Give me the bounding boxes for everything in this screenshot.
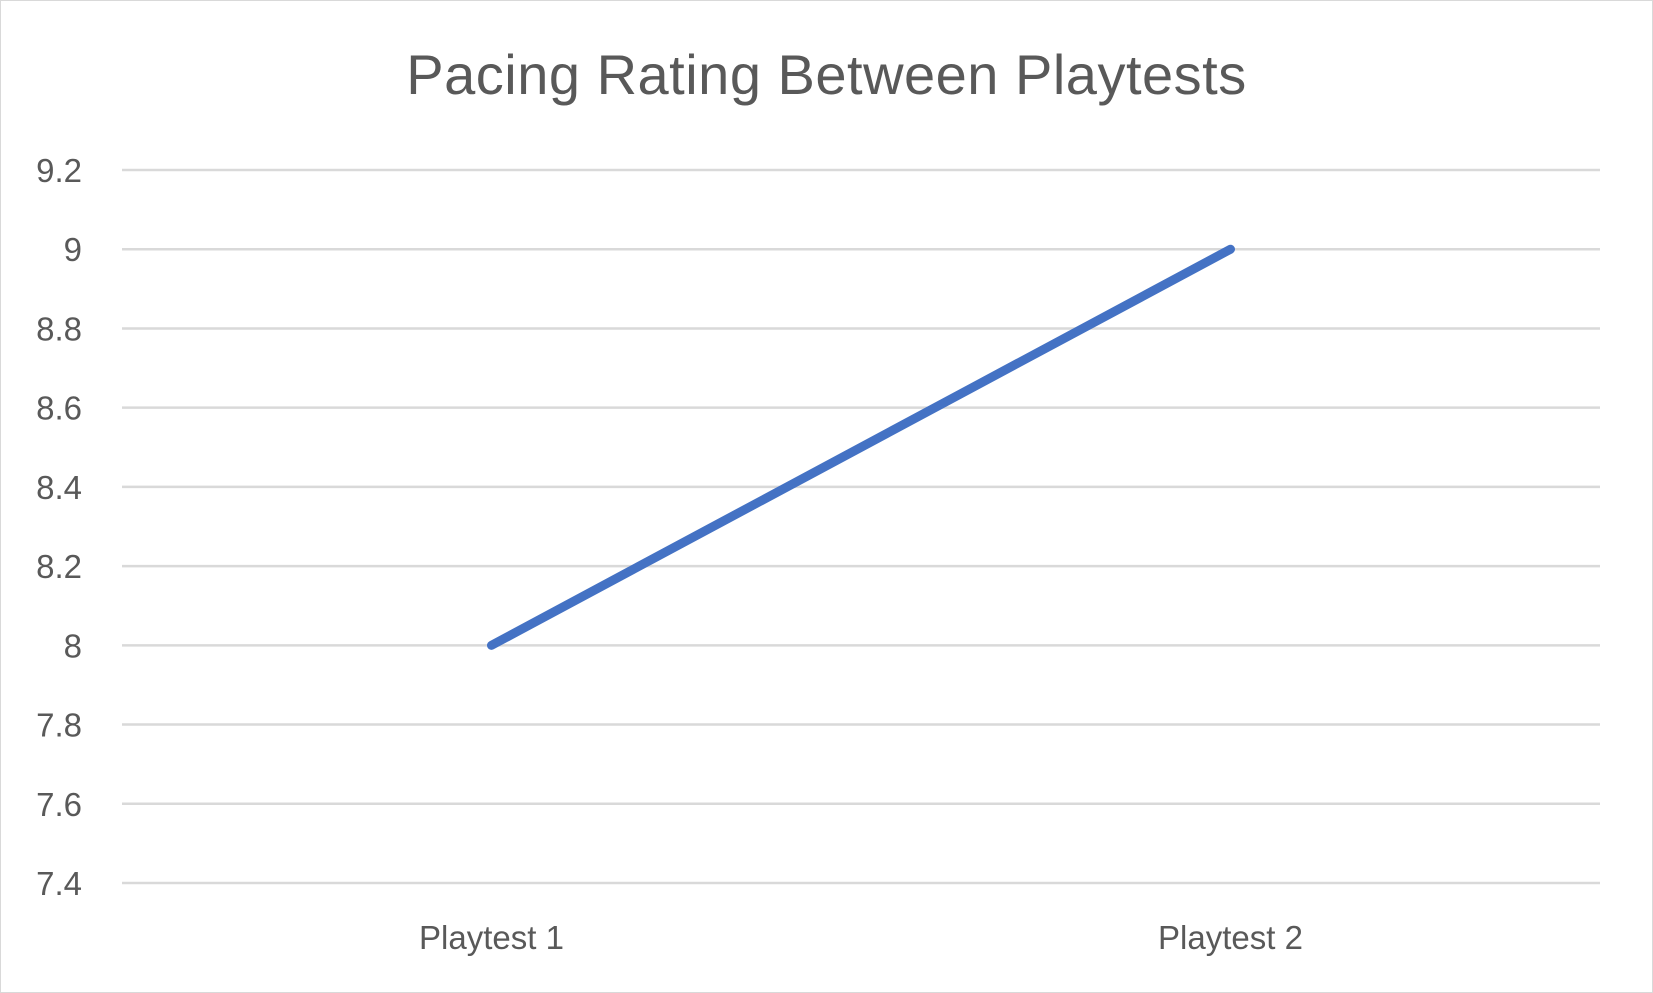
x-tick-label: Playtest 1 <box>419 919 564 956</box>
y-tick-label: 8.2 <box>36 548 82 585</box>
y-tick-label: 8 <box>64 627 82 664</box>
y-tick-label: 7.6 <box>36 786 82 823</box>
y-tick-label: 8.8 <box>36 310 82 347</box>
series-line <box>487 244 1235 650</box>
series-layer <box>487 244 1235 650</box>
y-tick-label: 7.8 <box>36 707 82 744</box>
y-tick-label: 8.6 <box>36 390 82 427</box>
grid-lines <box>122 168 1600 885</box>
y-tick-label: 7.4 <box>36 865 82 902</box>
y-tick-label: 8.4 <box>36 469 82 506</box>
x-tick-label: Playtest 2 <box>1158 919 1303 956</box>
y-tick-label: 9 <box>64 231 82 268</box>
x-axis-labels: Playtest 1 Playtest 2 <box>419 919 1303 956</box>
chart-title: Pacing Rating Between Playtests <box>406 43 1247 106</box>
y-tick-label: 9.2 <box>36 152 82 189</box>
y-axis-labels: 9.2 9 8.8 8.6 8.4 8.2 8 7.8 7.6 7.4 <box>36 152 82 902</box>
